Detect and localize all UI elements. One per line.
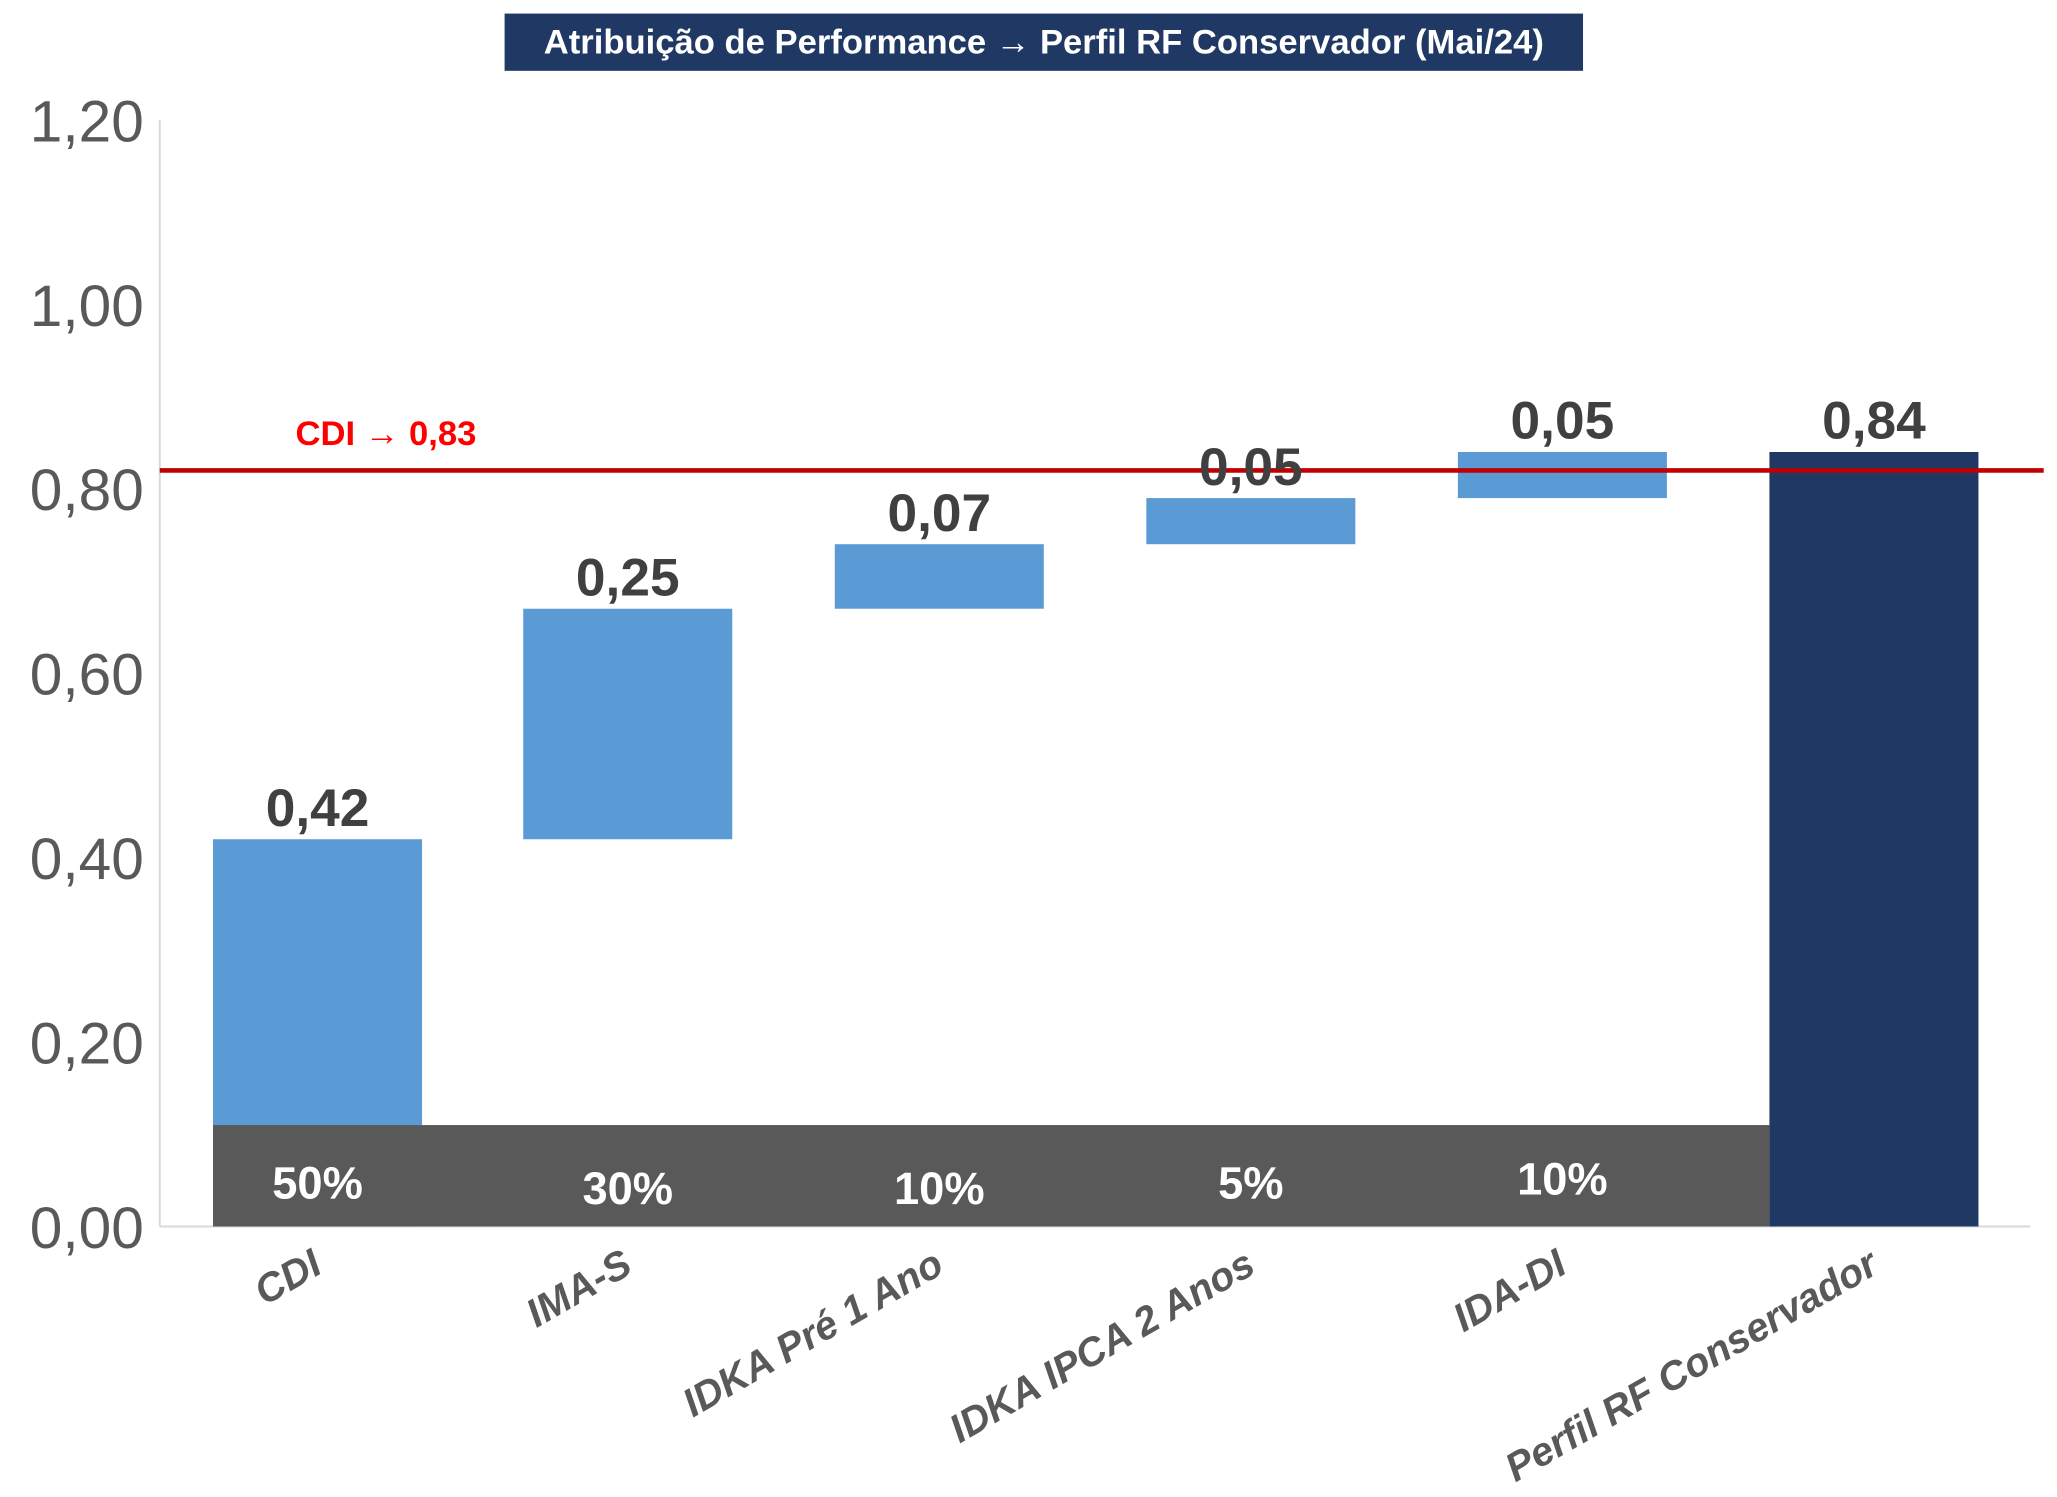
weights-band-rect <box>213 1125 1770 1227</box>
data-label: 0,05 <box>1511 392 1615 451</box>
chart-title: Atribuição de Performance → Perfil RF Co… <box>504 13 1584 71</box>
data-label: 0,05 <box>1199 438 1303 497</box>
increment-bar <box>523 608 733 840</box>
category-label: CDI <box>247 1241 329 1314</box>
category-label: IMA-S <box>519 1241 639 1336</box>
weight-label: 5% <box>1218 1158 1283 1209</box>
y-tick-label: 0,00 <box>30 1196 144 1261</box>
y-tick-label: 0,60 <box>30 643 144 708</box>
y-tick-label: 0,20 <box>30 1011 144 1076</box>
cdi-reference-label: CDI → 0,83 <box>296 415 477 453</box>
increment-bar <box>1146 498 1356 545</box>
increment-bar <box>1457 451 1667 499</box>
y-tick-label: 1,20 <box>30 89 144 154</box>
weights-band: 50% 30% 10% 5% 10% <box>213 1125 1770 1227</box>
y-tick-label: 0,80 <box>30 458 144 523</box>
weight-label: 30% <box>582 1163 673 1214</box>
total-bar <box>1769 451 1979 1227</box>
increment-bar <box>834 544 1044 609</box>
weight-label: 10% <box>1517 1154 1608 1205</box>
data-labels: 0,42 0,25 0,07 0,05 0,05 0,84 <box>266 392 1926 838</box>
reference-line-group: CDI → 0,83 <box>159 415 2044 473</box>
title-background <box>504 13 1584 71</box>
data-label: 0,42 <box>266 779 370 838</box>
data-label: 0,25 <box>576 548 680 607</box>
y-tick-labels: 0,00 0,20 0,40 0,60 0,80 1,00 1,20 <box>30 89 144 1260</box>
y-tick-label: 1,00 <box>30 274 144 339</box>
category-label: IDKA Pré 1 Ano <box>675 1241 950 1425</box>
y-tick-label: 0,40 <box>30 827 144 892</box>
data-label: 0,07 <box>887 484 991 543</box>
bars <box>213 451 1979 1227</box>
category-label: IDA-DI <box>1446 1241 1574 1341</box>
category-label: IDKA IPCA 2 Anos <box>942 1241 1262 1451</box>
data-label: 0,84 <box>1822 392 1926 451</box>
title-text: Atribuição de Performance → Perfil RF Co… <box>544 24 1544 62</box>
weight-label: 10% <box>894 1163 985 1214</box>
weight-label: 50% <box>272 1158 363 1209</box>
